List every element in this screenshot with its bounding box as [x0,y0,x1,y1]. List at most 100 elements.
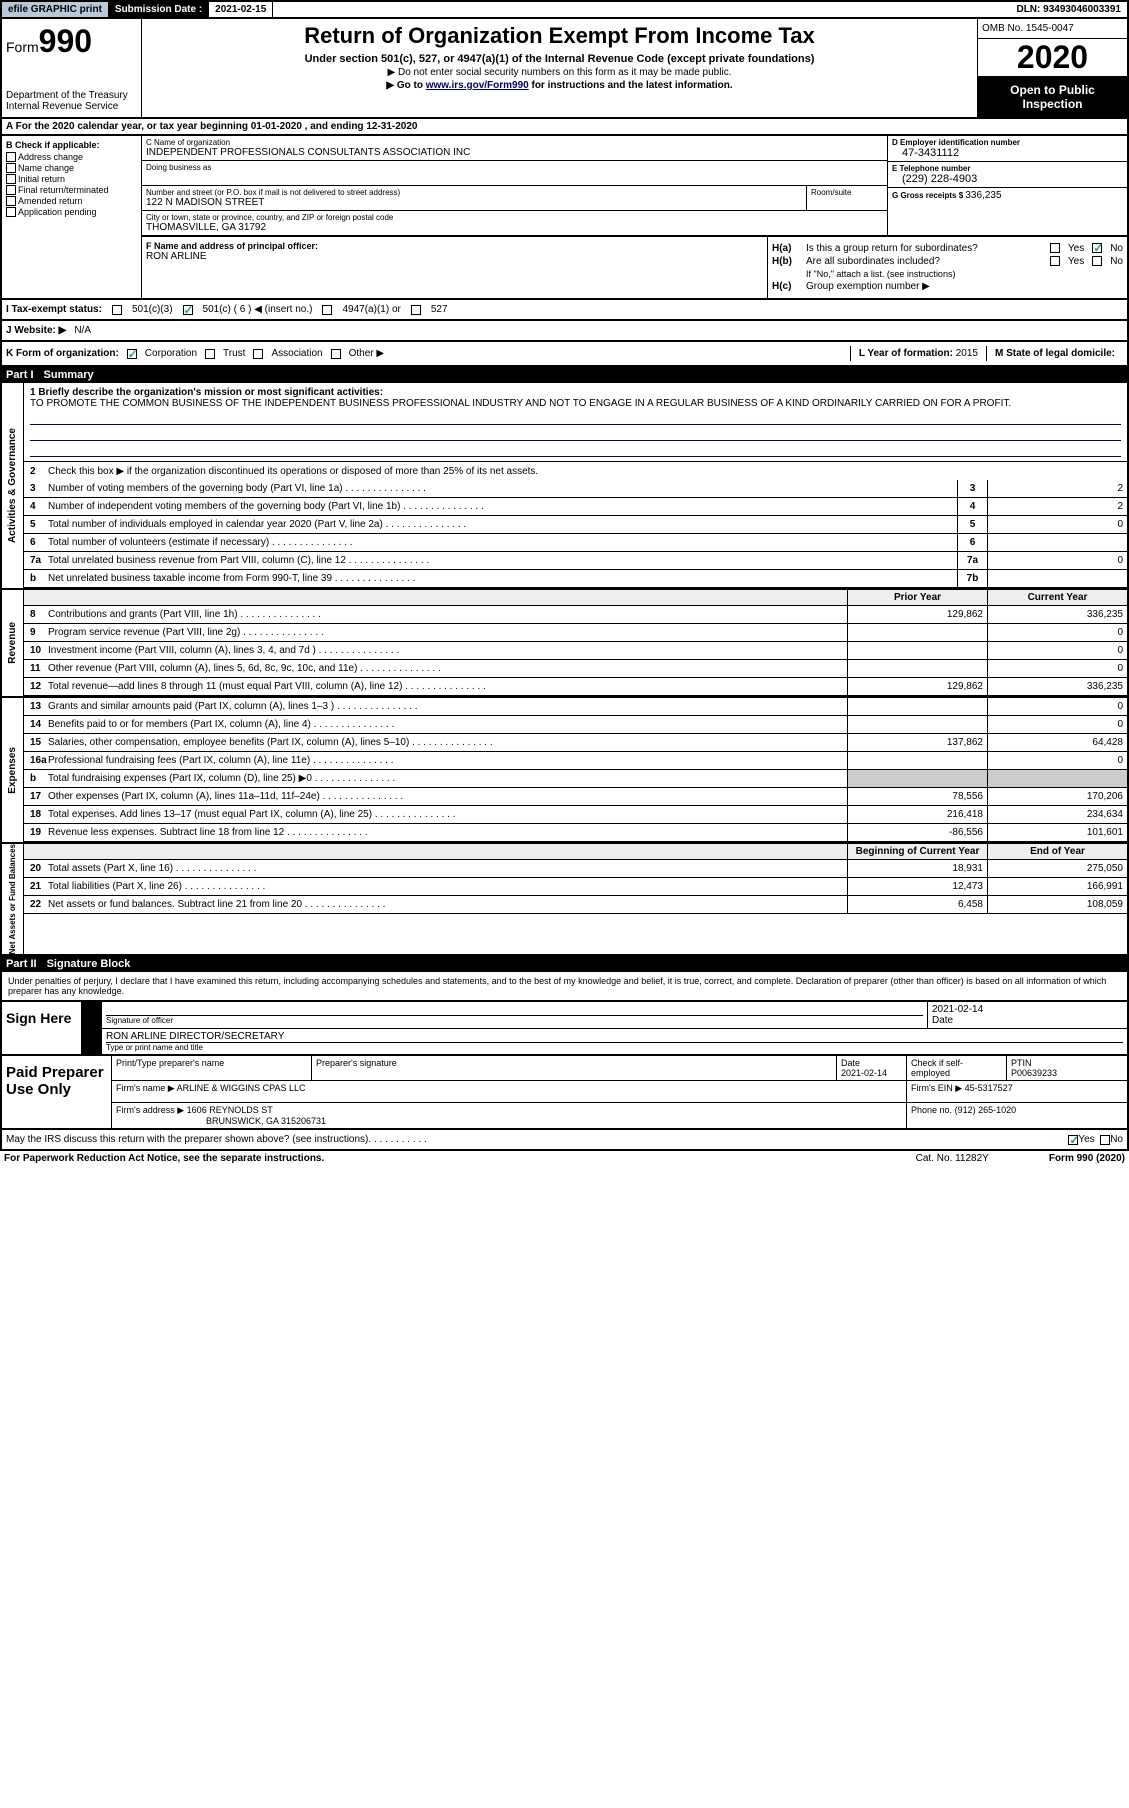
mission-block: 1 Briefly describe the organization's mi… [24,383,1127,462]
section-a-tax-year: A For the 2020 calendar year, or tax yea… [0,119,1129,136]
checkbox-hb-yes[interactable] [1050,256,1060,266]
checkbox-other[interactable] [331,349,341,359]
paid-preparer-label: Paid Preparer Use Only [2,1056,112,1128]
checkbox-name-change[interactable] [6,163,16,173]
tax-exempt-status: I Tax-exempt status: 501(c)(3) 501(c) ( … [0,300,1129,321]
line-b: bTotal fundraising expenses (Part IX, co… [24,770,1127,788]
side-tab-netassets: Net Assets or Fund Balances [8,844,17,954]
preparer-signature[interactable]: Preparer's signature [312,1056,837,1080]
firm-phone: Phone no. (912) 265-1020 [907,1103,1127,1128]
ein-block: D Employer identification number 47-3431… [888,136,1127,162]
submission-date-label: Submission Date : [109,2,209,17]
checkbox-501c[interactable] [183,305,193,315]
room-suite: Room/suite [807,186,887,210]
arrow-icon [82,1029,102,1054]
line-21: 21Total liabilities (Part X, line 26)12,… [24,878,1127,896]
part1-header: Part ISummary [0,367,1129,383]
side-tab-expenses: Expenses [7,747,18,794]
checkbox-ha-no[interactable] [1092,243,1102,253]
line-10: 10Investment income (Part VIII, column (… [24,642,1127,660]
checkbox-address-change[interactable] [6,152,16,162]
officer-signature[interactable]: Signature of officer [102,1002,927,1028]
form-header: Form990 Department of the Treasury Inter… [0,19,1129,119]
part2-header: Part IISignature Block [0,956,1129,972]
line-6: 6Total number of volunteers (estimate if… [24,534,1127,552]
dept-treasury: Department of the Treasury Internal Reve… [6,90,137,112]
expenses-block: Expenses 13Grants and similar amounts pa… [0,698,1129,844]
line-12: 12Total revenue—add lines 8 through 11 (… [24,678,1127,696]
firm-name: Firm's name ▶ ARLINE & WIGGINS CPAS LLC [112,1081,907,1102]
footer: For Paperwork Reduction Act Notice, see … [0,1151,1129,1166]
prep-date: Date2021-02-14 [837,1056,907,1080]
line-19: 19Revenue less expenses. Subtract line 1… [24,824,1127,842]
form-subtitle-2: ▶ Do not enter social security numbers o… [146,67,973,78]
arrow-icon [82,1002,102,1028]
line-22: 22Net assets or fund balances. Subtract … [24,896,1127,914]
line-4: 4Number of independent voting members of… [24,498,1127,516]
ptin: PTINP00639233 [1007,1056,1127,1080]
end-year-hdr: End of Year [987,844,1127,859]
line-5: 5Total number of individuals employed in… [24,516,1127,534]
checkbox-discuss-no[interactable] [1100,1135,1110,1145]
checkbox-final-return[interactable] [6,185,16,195]
discuss-row: May the IRS discuss this return with the… [0,1130,1129,1151]
state-domicile: M State of legal domicile: [986,346,1123,361]
form-title: Return of Organization Exempt From Incom… [146,23,973,49]
omb-number: OMB No. 1545-0047 [978,19,1127,39]
line-14: 14Benefits paid to or for members (Part … [24,716,1127,734]
year-formation: L Year of formation: 2015 [850,346,986,361]
checkbox-trust[interactable] [205,349,215,359]
prior-year-hdr: Prior Year [847,590,987,605]
checkbox-amended[interactable] [6,196,16,206]
submission-date: 2021-02-15 [209,2,273,17]
checkbox-501c3[interactable] [112,305,122,315]
line-9: 9Program service revenue (Part VIII, lin… [24,624,1127,642]
line-8: 8Contributions and grants (Part VIII, li… [24,606,1127,624]
sig-date: 2021-02-14Date [927,1002,1127,1028]
checkbox-pending[interactable] [6,207,16,217]
line-20: 20Total assets (Part X, line 16)18,93127… [24,860,1127,878]
dln: DLN: 93493046003391 [1010,2,1127,17]
officer-name: RON ARLINE DIRECTOR/SECRETARYType or pri… [102,1029,1127,1054]
checkbox-ha-yes[interactable] [1050,243,1060,253]
dba-block: Doing business as [142,161,887,186]
principal-officer: F Name and address of principal officer:… [142,237,767,298]
sig-intro: Under penalties of perjury, I declare th… [0,972,1129,1002]
street-address: Number and street (or P.O. box if mail i… [142,186,807,210]
line-18: 18Total expenses. Add lines 13–17 (must … [24,806,1127,824]
open-public: Open to Public Inspection [978,77,1127,117]
revenue-block: Revenue Prior YearCurrent Year 8Contribu… [0,590,1129,698]
sign-here-block: Sign Here Signature of officer 2021-02-1… [0,1002,1129,1056]
side-tab-revenue: Revenue [7,622,18,664]
section-h: H(a)Is this a group return for subordina… [767,237,1127,298]
phone-block: E Telephone number (229) 228-4903 [888,162,1127,188]
sign-here-label: Sign Here [2,1002,82,1054]
irs-link[interactable]: www.irs.gov/Form990 [426,80,529,91]
line-16a: 16aProfessional fundraising fees (Part I… [24,752,1127,770]
checkbox-initial-return[interactable] [6,174,16,184]
k-form-org: K Form of organization: Corporation Trus… [0,342,1129,367]
activities-governance: Activities & Governance 1 Briefly descri… [0,383,1129,590]
begin-year-hdr: Beginning of Current Year [847,844,987,859]
section-b: B Check if applicable: Address change Na… [2,136,142,298]
line-3: 3Number of voting members of the governi… [24,480,1127,498]
paid-preparer-block: Paid Preparer Use Only Print/Type prepar… [0,1056,1129,1130]
city-state-zip: City or town, state or province, country… [142,211,887,235]
checkbox-assoc[interactable] [253,349,263,359]
line-b: bNet unrelated business taxable income f… [24,570,1127,588]
checkbox-4947[interactable] [322,305,332,315]
form-label: Form990 [6,23,137,60]
net-assets-block: Net Assets or Fund Balances Beginning of… [0,844,1129,956]
checkbox-corp[interactable] [127,349,137,359]
efile-link[interactable]: efile GRAPHIC print [2,2,109,17]
checkbox-discuss-yes[interactable] [1068,1135,1078,1145]
line-11: 11Other revenue (Part VIII, column (A), … [24,660,1127,678]
self-employed: Check if self-employed [907,1056,1007,1080]
main-info-block: B Check if applicable: Address change Na… [0,136,1129,300]
line-15: 15Salaries, other compensation, employee… [24,734,1127,752]
side-tab-governance: Activities & Governance [7,428,18,543]
checkbox-527[interactable] [411,305,421,315]
current-year-hdr: Current Year [987,590,1127,605]
checkbox-hb-no[interactable] [1092,256,1102,266]
website-row: J Website: ▶ N/A [0,321,1129,342]
